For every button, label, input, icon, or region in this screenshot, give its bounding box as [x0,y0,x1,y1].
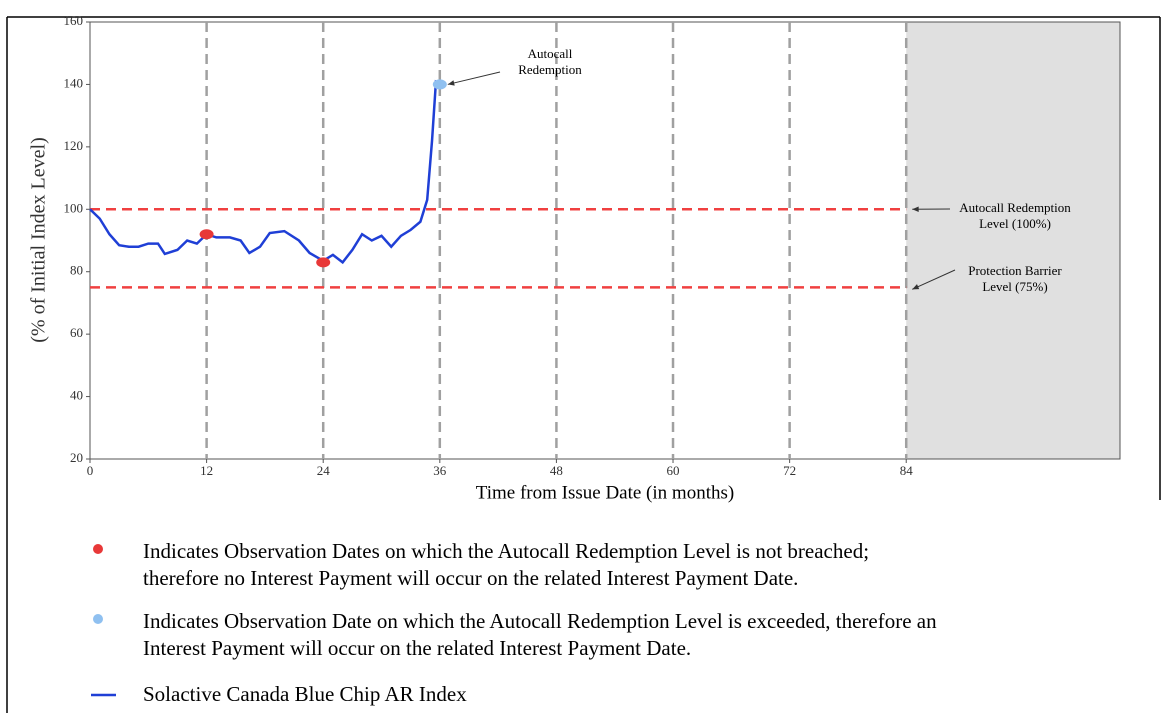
x-axis-label: Time from Issue Date (in months) [476,482,734,503]
legend-text: Interest Payment will occur on the relat… [143,636,691,660]
annotation-arrow [912,269,956,290]
observation-marker [199,229,214,240]
annotation: Protection Barrier [968,263,1062,278]
observation-marker [432,79,447,90]
x-tick-label: 24 [317,463,331,478]
y-tick-label: 80 [70,263,83,278]
legend-text: Indicates Observation Date on which the … [143,609,937,633]
index-line [89,79,441,265]
legend-marker [93,614,103,624]
x-tick-label: 0 [87,463,94,478]
y-tick-label: 20 [70,450,83,465]
x-tick-label: 72 [783,463,796,478]
x-tick-label: 84 [900,463,914,478]
observation-marker [316,257,331,268]
legend-text: Indicates Observation Dates on which the… [143,539,869,563]
annotation-arrow [447,71,501,85]
x-tick-label: 36 [433,463,447,478]
y-axis-label: (% of Initial Index Level) [28,137,50,342]
legend-text: therefore no Interest Payment will occur… [143,566,798,590]
y-tick-label: 160 [64,13,84,28]
arrow-head [912,206,919,212]
arrow-head [912,284,920,290]
arrow-head [447,80,455,86]
plot-frame [89,21,1121,460]
annotation: Level (75%) [982,279,1047,294]
legend-marker [93,544,103,554]
y-tick-label: 140 [64,75,84,90]
y-tick-label: 40 [70,388,83,403]
annotation: Level (100%) [979,216,1051,231]
shaded-region [906,22,1120,459]
annotation: Redemption [518,62,582,77]
x-tick-label: 12 [200,463,213,478]
x-tick-label: 48 [550,463,563,478]
y-tick-label: 120 [64,138,84,153]
y-tick-label: 60 [70,325,83,340]
y-tick-label: 100 [64,200,84,215]
annotation: Autocall [528,46,573,61]
x-tick-label: 60 [667,463,680,478]
legend-text: Solactive Canada Blue Chip AR Index [143,682,467,706]
annotation: Autocall Redemption [959,200,1071,215]
